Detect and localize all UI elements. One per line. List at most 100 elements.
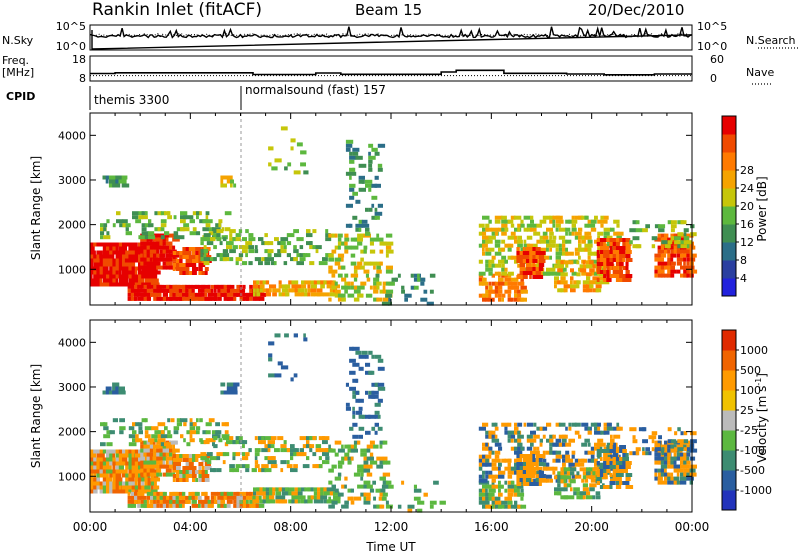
data-cell [680, 220, 687, 225]
data-cell [683, 257, 687, 262]
data-cell [188, 263, 193, 267]
data-cell [191, 284, 198, 289]
data-cell [517, 235, 522, 240]
data-cell [148, 235, 156, 240]
data-cell [112, 246, 118, 251]
data-cell [660, 269, 665, 274]
data-cell [205, 223, 211, 228]
data-cell [533, 446, 537, 451]
data-cell [317, 292, 321, 297]
data-cell [501, 219, 507, 224]
data-cell [596, 262, 600, 266]
data-cell [352, 434, 359, 439]
data-cell [169, 249, 173, 254]
data-cell [413, 496, 421, 501]
data-cell [313, 487, 318, 492]
data-cell [90, 266, 96, 271]
data-cell [115, 390, 121, 395]
data-cell [238, 440, 245, 445]
data-cell [144, 426, 152, 431]
data-cell [144, 434, 151, 439]
data-cell [185, 462, 191, 466]
data-cell [201, 478, 208, 482]
data-cell [200, 440, 206, 445]
data-cell [586, 467, 591, 472]
data-cell [648, 451, 652, 456]
data-cell [226, 440, 231, 445]
data-cell [183, 438, 186, 443]
data-cell [122, 266, 128, 271]
data-cell [112, 262, 119, 267]
data-cell [178, 288, 183, 293]
data-cell [584, 450, 589, 455]
data-cell [118, 457, 122, 462]
data-cell [683, 468, 687, 473]
data-cell [291, 288, 297, 293]
data-cell [664, 456, 670, 461]
data-cell [516, 474, 521, 478]
data-cell [670, 257, 674, 262]
velocity-label-end: ] [755, 373, 769, 378]
data-cell [157, 227, 161, 232]
data-cell [482, 484, 487, 489]
data-cell [312, 245, 317, 250]
data-cell [680, 480, 687, 485]
data-cell [122, 278, 126, 283]
data-cell [270, 456, 276, 461]
data-cell [382, 281, 388, 286]
data-cell [112, 242, 118, 247]
data-cell [596, 481, 600, 485]
data-cell [599, 457, 603, 461]
data-cell [134, 453, 140, 458]
data-cell [125, 465, 129, 470]
data-cell [143, 495, 147, 500]
data-cell [377, 398, 383, 403]
data-cell [274, 261, 277, 266]
data-cell [369, 488, 375, 493]
velocity-colorbar-label: Velocity [m s-1] [754, 373, 769, 463]
data-cell [162, 292, 168, 297]
data-cell [599, 449, 605, 453]
data-cell [165, 245, 170, 250]
data-cell [596, 242, 602, 246]
data-cell [664, 468, 667, 473]
data-cell [322, 452, 330, 457]
data-cell [600, 219, 608, 224]
data-cell [109, 430, 115, 435]
data-cell [371, 354, 375, 359]
data-cell [596, 449, 602, 453]
data-cell [510, 281, 518, 286]
data-cell [514, 289, 518, 294]
colorbar-cell [722, 188, 736, 207]
data-cell [264, 233, 268, 238]
data-cell [488, 235, 496, 240]
data-cell [571, 215, 575, 220]
data-cell [118, 278, 124, 283]
data-cell [642, 427, 646, 432]
data-cell [526, 255, 531, 259]
data-cell [603, 453, 608, 457]
data-cell [264, 257, 269, 262]
data-cell [204, 466, 212, 470]
data-cell [118, 282, 122, 287]
data-cell [325, 460, 330, 465]
data-cell [501, 239, 506, 244]
data-cell [261, 241, 265, 246]
data-cell [146, 499, 150, 504]
data-cell [146, 249, 152, 254]
data-cell [128, 489, 132, 494]
data-cell [128, 461, 133, 466]
data-cell [520, 285, 527, 290]
data-cell [651, 439, 655, 444]
data-cell [498, 504, 506, 509]
data-cell [355, 378, 359, 383]
data-cell [563, 487, 568, 492]
data-cell [150, 274, 157, 279]
data-cell [99, 254, 106, 259]
data-cell [358, 414, 365, 419]
data-cell [667, 257, 672, 262]
data-cell [328, 233, 334, 238]
data-cell [140, 257, 145, 262]
data-cell [93, 242, 99, 247]
